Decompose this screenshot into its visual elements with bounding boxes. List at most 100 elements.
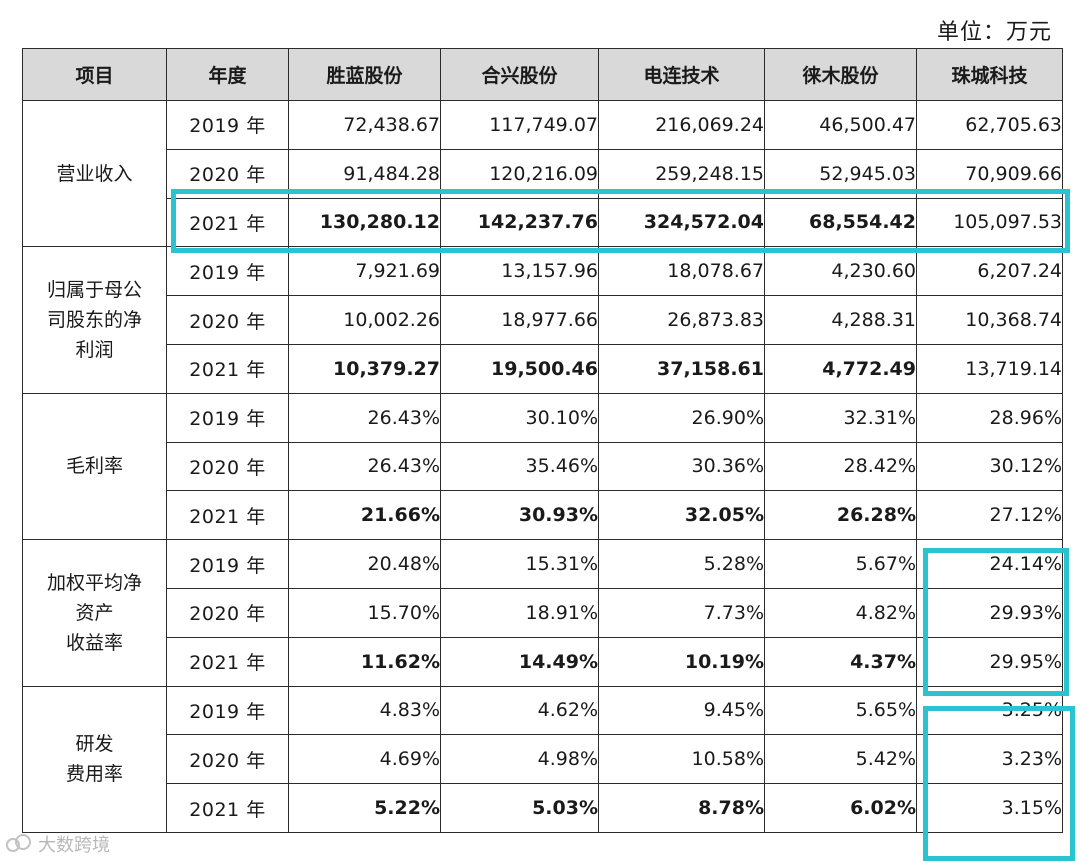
value-cell: 6.02%	[764, 783, 917, 833]
table-row: 研发 费用率 2019 年 4.83% 4.62% 9.45% 5.65% 3.25%	[22, 685, 1063, 833]
value-cell: 10.19%	[598, 636, 765, 687]
value-cell: 29.93%	[916, 587, 1063, 638]
category-label-line: 研发	[75, 733, 114, 756]
value-cell: 5.28%	[598, 539, 765, 589]
table-row: 2020 年 10,002.26 18,977.66 26,873.83 4,288.3…	[23, 295, 1063, 345]
value-cell: 30.10%	[440, 392, 599, 443]
year-cell: 2021 年	[166, 636, 289, 687]
value-cell: 19,500.46	[440, 343, 599, 394]
table-row: 2021 年 21.66% 30.93% 32.05% 26.28% 27.12%	[23, 490, 1063, 541]
value-cell: 13,719.14	[916, 343, 1063, 394]
table-row: 2021 年 5.22% 5.03% 8.78% 6.02% 3.15%	[23, 783, 1063, 833]
year-cell: 2021 年	[166, 343, 289, 394]
value-cell: 5.67%	[764, 539, 917, 589]
value-cell: 10.58%	[598, 734, 765, 785]
year-cell: 2020 年	[166, 734, 289, 785]
category-label: 营业收入	[22, 99, 167, 248]
table-row: 2020 年 4.69% 4.98% 10.58% 5.42% 3.23%	[23, 734, 1063, 785]
value-cell: 13,157.96	[440, 246, 599, 297]
value-cell: 37,158.61	[598, 343, 765, 394]
value-cell: 26.28%	[764, 490, 917, 541]
value-cell: 32.05%	[598, 490, 765, 541]
table-row: 归属于母公 司股东的净 利润 2019 年 7,921.69 13,157.96 18,07…	[22, 246, 1063, 394]
value-cell: 30.12%	[916, 441, 1063, 492]
value-cell: 27.12%	[916, 490, 1063, 541]
header-company: 胜蓝股份	[288, 48, 441, 101]
value-cell: 26.90%	[598, 392, 765, 443]
value-cell: 91,484.28	[288, 148, 441, 199]
value-cell: 46,500.47	[764, 100, 917, 150]
value-cell: 24.14%	[916, 539, 1063, 589]
value-cell: 26.43%	[288, 392, 441, 443]
value-cell: 18,977.66	[440, 295, 599, 345]
value-cell: 4,230.60	[764, 246, 917, 297]
year-cell: 2020 年	[166, 441, 289, 492]
year-cell: 2019 年	[166, 246, 289, 297]
value-cell: 26,873.83	[598, 295, 765, 345]
table-row: 毛利率 2019 年 26.43% 30.10% 26.90% 32.31% 28.96%	[22, 392, 1063, 541]
value-cell: 70,909.66	[916, 148, 1063, 199]
value-cell: 4.69%	[288, 734, 441, 785]
value-cell: 32.31%	[764, 392, 917, 443]
category-label-line: 利润	[75, 339, 114, 362]
value-cell: 10,002.26	[288, 295, 441, 345]
table-row: 加权平均净 资产 收益率 2019 年 20.48% 15.31% 5.28% 5.67% 24…	[22, 539, 1063, 687]
table-row: 2020 年 15.70% 18.91% 7.73% 4.82% 29.93%	[23, 587, 1063, 638]
header-company: 合兴股份	[440, 48, 599, 101]
value-cell: 8.78%	[598, 783, 765, 833]
value-cell: 324,572.04	[598, 197, 765, 248]
value-cell: 259,248.15	[598, 148, 765, 199]
year-cell: 2019 年	[166, 100, 289, 150]
value-cell: 3.25%	[916, 685, 1063, 736]
category-label-line: 司股东的净	[46, 309, 142, 332]
category-label-line: 归属于母公	[46, 279, 142, 302]
value-cell: 18.91%	[440, 587, 599, 638]
category-label-line: 营业收入	[56, 162, 133, 185]
value-cell: 30.36%	[598, 441, 765, 492]
table-row: 2021 年 130,280.12 142,237.76 324,572.04 68,5…	[23, 197, 1063, 248]
value-cell: 28.42%	[764, 441, 917, 492]
value-cell: 18,078.67	[598, 246, 765, 297]
value-cell: 4.83%	[288, 685, 441, 736]
category-label: 归属于母公司股东的净利润	[22, 246, 167, 394]
value-cell: 30.93%	[440, 490, 599, 541]
value-cell: 10,379.27	[288, 343, 441, 394]
value-cell: 3.15%	[916, 783, 1063, 833]
value-cell: 5.03%	[440, 783, 599, 833]
watermark-text: 大数跨境	[38, 835, 110, 856]
value-cell: 120,216.09	[440, 148, 599, 199]
value-cell: 72,438.67	[288, 100, 441, 150]
category-label-line: 收益率	[65, 631, 123, 654]
category-label-line: 资产	[75, 601, 114, 624]
table-row: 2021 年 11.62% 14.49% 10.19% 4.37% 29.95%	[23, 636, 1063, 687]
value-cell: 6,207.24	[916, 246, 1063, 297]
value-cell: 29.95%	[916, 636, 1063, 687]
value-cell: 4,288.31	[764, 295, 917, 345]
header-item: 项目	[22, 48, 167, 101]
year-cell: 2021 年	[166, 197, 289, 248]
header-company: 珠城科技	[916, 48, 1063, 101]
header-company: 徕木股份	[764, 48, 917, 101]
value-cell: 3.23%	[916, 734, 1063, 785]
category-label: 毛利率	[22, 392, 167, 541]
value-cell: 52,945.03	[764, 148, 917, 199]
year-cell: 2020 年	[166, 587, 289, 638]
watermark: 大数跨境	[6, 831, 110, 857]
watermark-logo-icon	[6, 834, 32, 854]
unit-label: 单位：万元	[936, 20, 1052, 45]
value-cell: 14.49%	[440, 636, 599, 687]
value-cell: 20.48%	[288, 539, 441, 589]
value-cell: 15.31%	[440, 539, 599, 589]
value-cell: 11.62%	[288, 636, 441, 687]
header-year: 年度	[166, 48, 289, 101]
financial-comparison-table: 项目 年度 胜蓝股份 合兴股份 电连技术 徕木股份 珠城科技 营业收入 2019 …	[22, 48, 1063, 833]
value-cell: 35.46%	[440, 441, 599, 492]
value-cell: 130,280.12	[288, 197, 441, 248]
value-cell: 15.70%	[288, 587, 441, 638]
value-cell: 21.66%	[288, 490, 441, 541]
category-label-line: 加权平均净	[46, 571, 142, 594]
value-cell: 4.37%	[764, 636, 917, 687]
category-label-line: 毛利率	[65, 455, 123, 478]
value-cell: 4.62%	[440, 685, 599, 736]
value-cell: 142,237.76	[440, 197, 599, 248]
